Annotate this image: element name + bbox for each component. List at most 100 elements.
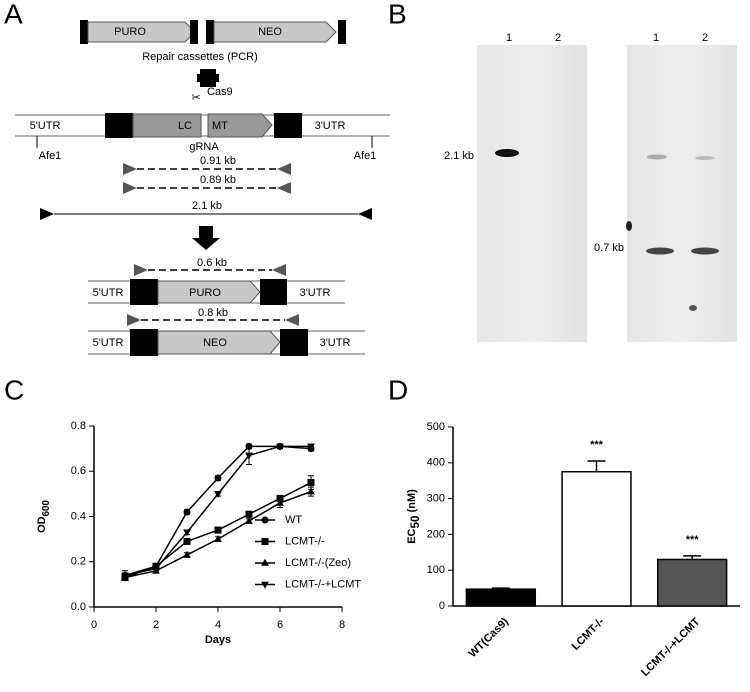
product-label: 2.1 kb	[192, 200, 222, 212]
bar	[656, 558, 728, 607]
marker	[307, 443, 315, 451]
marker	[183, 537, 191, 545]
x-tick-label: LCMT-/-	[570, 615, 607, 652]
legend-marker	[261, 516, 269, 524]
error-bar	[587, 460, 606, 472]
site-label: Afe1	[354, 150, 377, 162]
diagram-shape	[338, 20, 346, 44]
significance: ***	[686, 534, 700, 546]
allele-label: 3'UTR	[320, 337, 351, 349]
cassette-label: PURO	[114, 26, 146, 38]
x-tick-label: 6	[277, 619, 283, 631]
marker	[307, 487, 315, 495]
guide-label: gRNA	[189, 141, 219, 153]
diagram-shape	[134, 264, 148, 276]
marker	[245, 510, 253, 518]
site-label: Afe1	[39, 150, 62, 162]
size-marker: 2.1 kb	[444, 150, 474, 162]
allele-label: PURO	[189, 287, 221, 299]
marker	[245, 516, 253, 524]
legend-marker	[261, 538, 269, 545]
diagram-shape	[190, 20, 198, 44]
diagram-shape	[274, 113, 302, 138]
y-axis-label-main: EC	[406, 528, 418, 543]
x-tick-label: 2	[153, 619, 159, 631]
diagram-shape	[157, 330, 281, 355]
marker	[276, 498, 284, 506]
legend-marker	[261, 558, 269, 566]
y-tick-label: 0.6	[71, 465, 86, 477]
locus-label: MT	[212, 120, 228, 132]
panel-label: C	[4, 374, 24, 405]
panel-label: A	[4, 0, 23, 29]
diagram-shape	[647, 154, 667, 160]
y-axis-label-unit: (nM)	[406, 489, 418, 516]
allele-label: 3'UTR	[300, 287, 331, 299]
marker	[307, 479, 315, 487]
marker	[276, 443, 284, 451]
diagram-shape	[40, 208, 54, 220]
marker	[214, 474, 222, 482]
diagram-shape	[127, 314, 141, 326]
x-tick-label: LCMT-/-+LCMT	[639, 615, 702, 678]
diagram-shape	[197, 74, 219, 82]
diagram-shape	[477, 45, 587, 342]
diagram-shape	[646, 247, 674, 255]
x-axis-label: Days	[205, 634, 231, 646]
panel-label: B	[388, 0, 407, 29]
locus-label: 5'UTR	[30, 120, 61, 132]
bar	[465, 588, 537, 607]
diagram-shape	[358, 208, 372, 220]
x-tick-label: 0	[91, 619, 97, 631]
locus-label: 3'UTR	[315, 120, 346, 132]
marker	[214, 526, 222, 534]
marker	[245, 452, 253, 460]
diagram-shape	[207, 113, 273, 138]
diagram-shape	[206, 20, 214, 44]
legend-marker	[261, 581, 269, 589]
diagram-shape: ✂	[191, 92, 200, 104]
y-tick-label: 400	[427, 457, 445, 469]
product-label: 0.8 kb	[198, 307, 228, 319]
bar	[561, 471, 632, 607]
panel-label: D	[388, 374, 408, 405]
diagram-shape	[280, 329, 308, 356]
x-tick-label: WT(Cas9)	[467, 615, 512, 660]
lane-label: 1	[506, 32, 512, 44]
y-axis-label: EC50 (nM)	[406, 489, 422, 544]
legend-label: LCMT-/-+LCMT	[285, 578, 361, 590]
diagram-shape	[626, 221, 632, 231]
y-tick-label: 0	[439, 600, 445, 612]
legend-label: LCMT-/-	[285, 535, 325, 547]
caption: Repair cassettes (PCR)	[142, 51, 258, 63]
diagram-shape	[213, 21, 337, 43]
marker	[183, 529, 191, 537]
diagram-shape	[123, 163, 137, 175]
y-tick-label: 500	[427, 421, 445, 433]
y-tick-label: 100	[427, 564, 445, 576]
allele-label: 5'UTR	[93, 287, 124, 299]
y-tick-label: 0.0	[71, 601, 86, 613]
locus-label: LC	[178, 120, 192, 132]
x-tick-label: 8	[339, 619, 345, 631]
marker	[214, 534, 222, 542]
diagram-shape	[130, 279, 158, 305]
lane-label: 1	[653, 32, 659, 44]
lane-label: 2	[555, 32, 561, 44]
diagram-shape	[192, 226, 220, 250]
series-line	[124, 445, 311, 577]
lane-label: 2	[702, 32, 708, 44]
diagram-shape	[689, 305, 697, 311]
y-tick-label: 0.4	[71, 510, 86, 522]
marker	[183, 550, 191, 558]
diagram-shape	[691, 247, 719, 255]
diagram-shape	[132, 113, 202, 138]
diagram-shape	[277, 163, 291, 175]
y-tick-label: 300	[427, 493, 445, 505]
diagram-shape	[277, 182, 291, 194]
y-tick-label: 200	[427, 528, 445, 540]
product-label: 0.89 kb	[200, 174, 236, 186]
diagram-shape	[157, 280, 261, 304]
diagram-shape	[495, 149, 519, 157]
